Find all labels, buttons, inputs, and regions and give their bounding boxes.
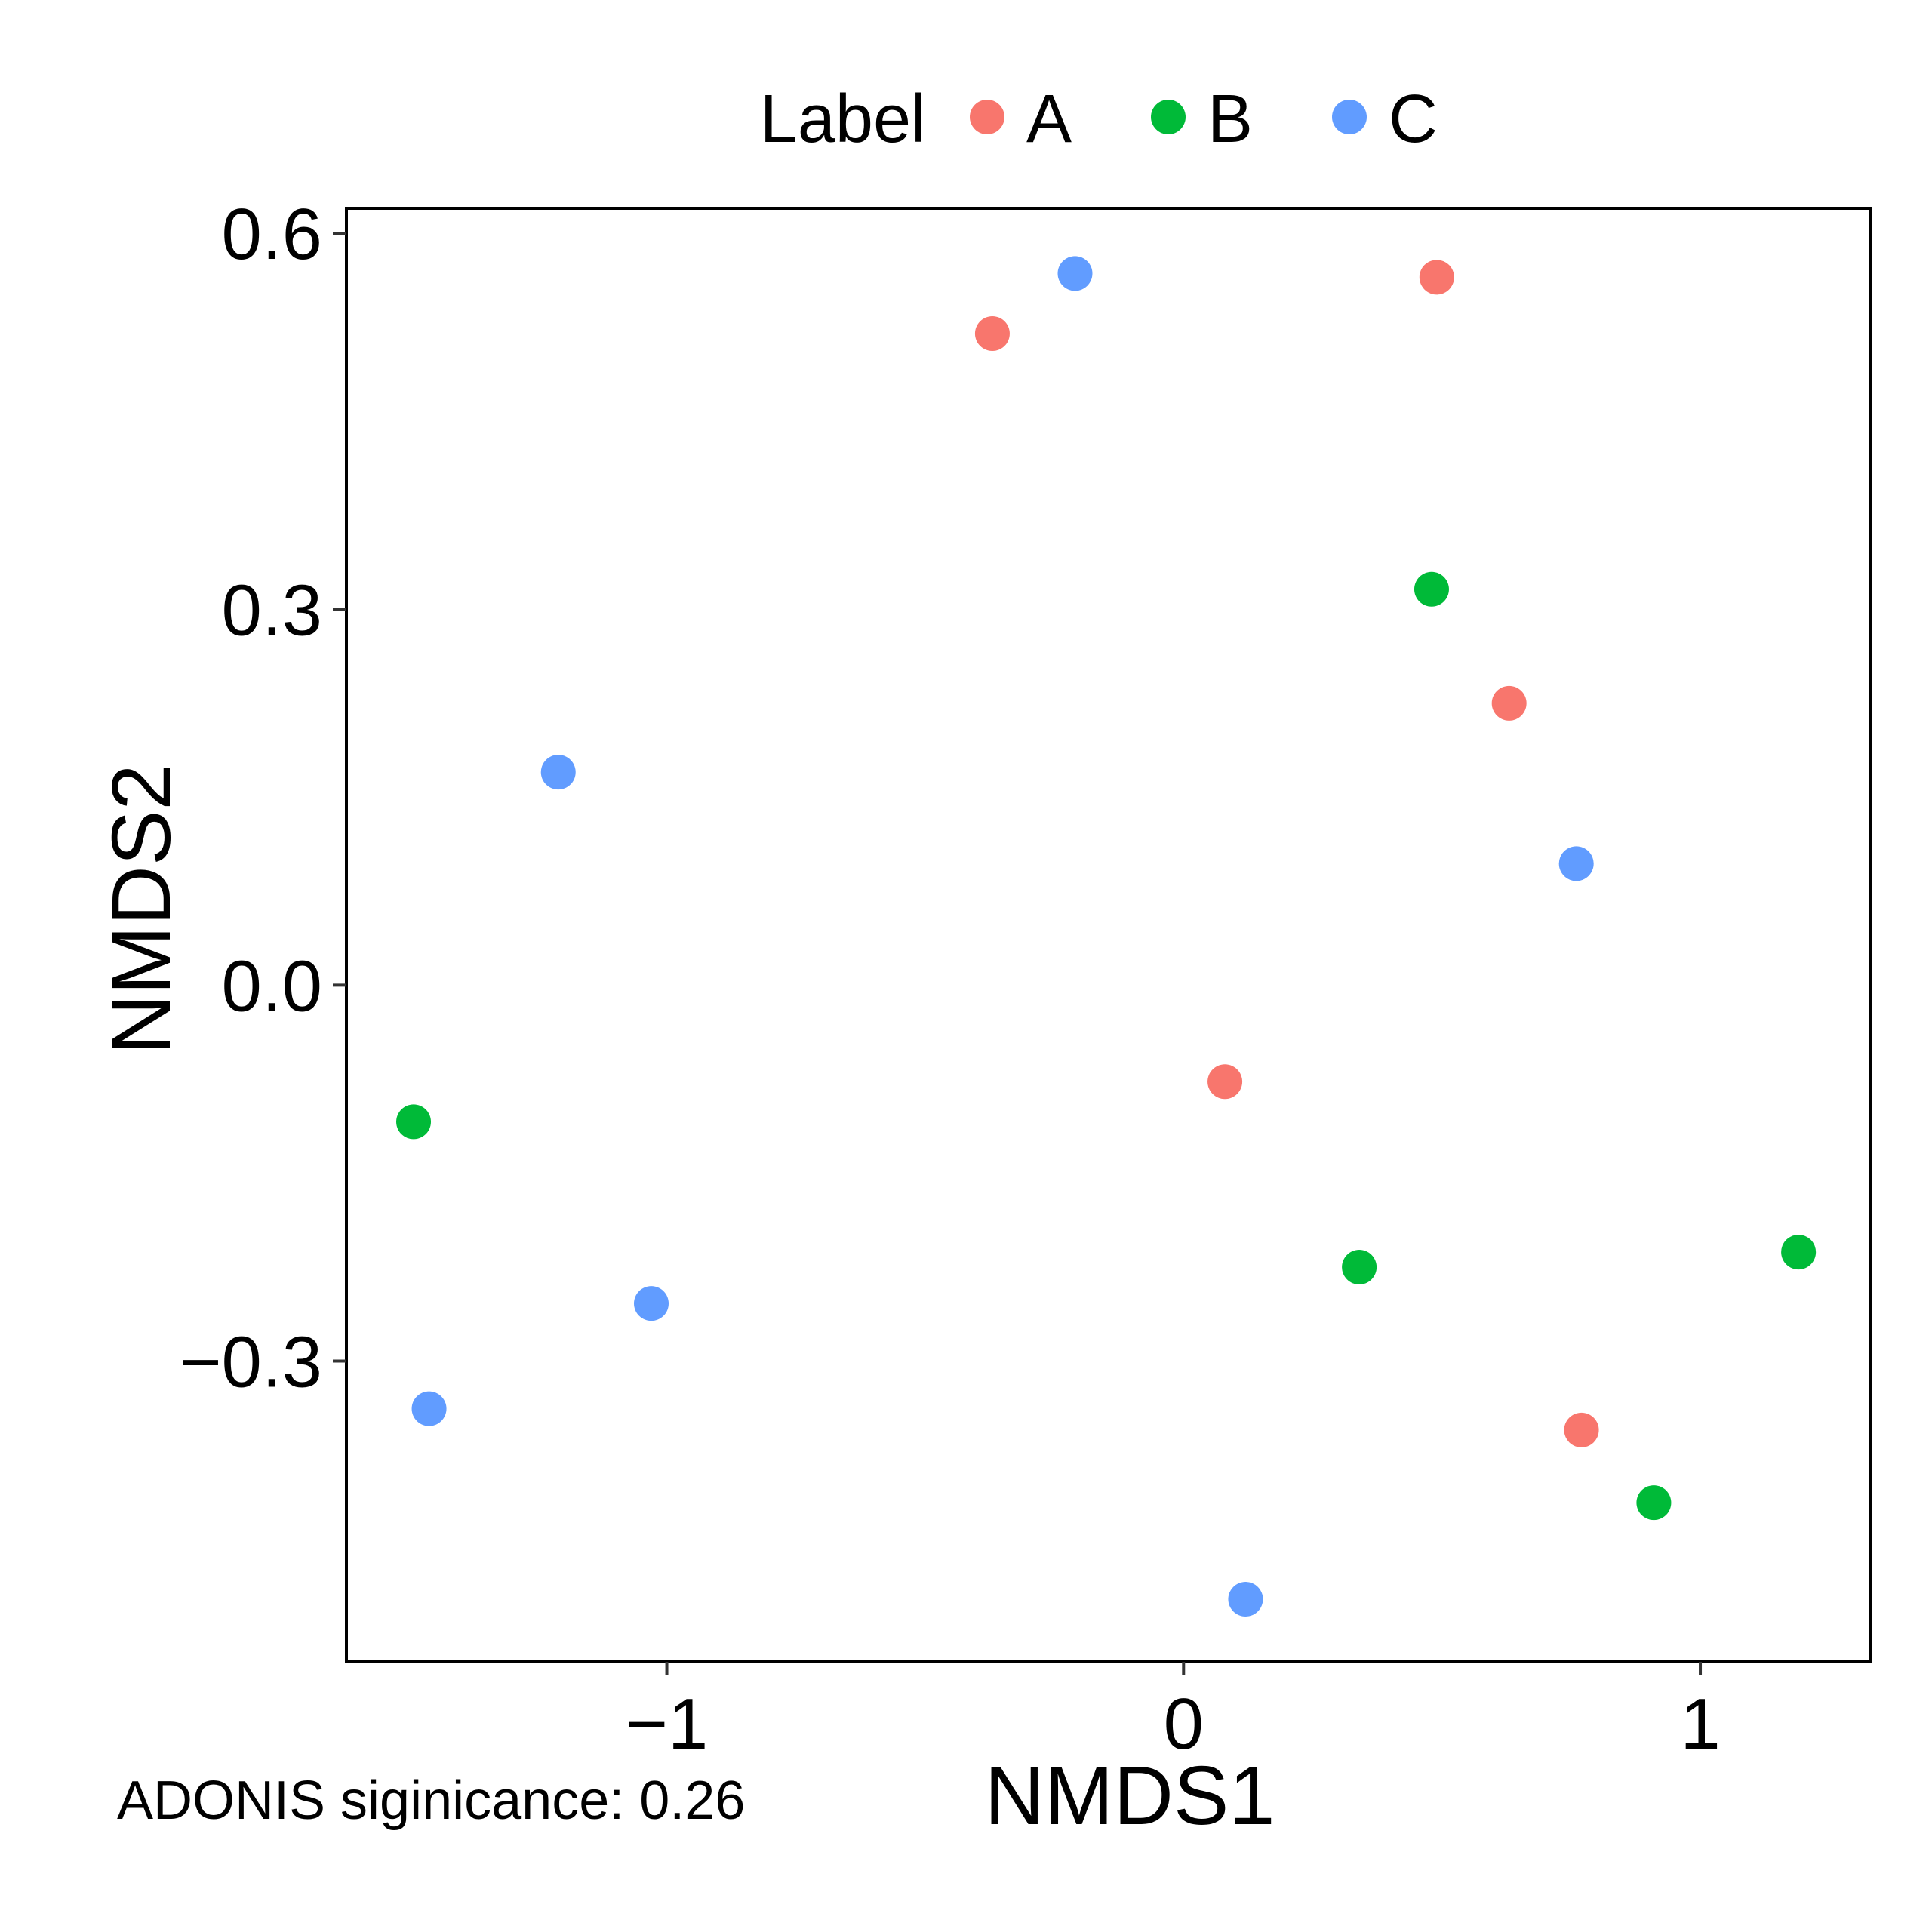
point-b [396,1104,432,1140]
point-b [1781,1235,1817,1270]
y-tick-label: 0.0 [222,946,322,1026]
y-axis: −0.3 0.0 0.3 0.6 [179,194,346,1403]
y-tick-label: −0.3 [179,1322,322,1403]
y-tick-label: 0.3 [222,570,322,651]
legend-label-a: A [1026,82,1072,157]
adonis-annotation: ADONIS siginicance: 0.26 [117,1770,745,1831]
data-points [396,256,1817,1617]
point-c [411,1391,447,1426]
legend-key-a [970,100,1004,134]
point-a [1419,260,1454,295]
point-b [1414,571,1449,607]
point-c [1228,1581,1263,1617]
legend-key-b [1151,100,1186,134]
point-a [1491,685,1527,721]
point-c [1057,256,1093,291]
point-c [540,755,576,790]
legend: Label A B C [760,82,1438,157]
point-b [1636,1485,1672,1521]
y-tick-label: 0.6 [222,194,322,275]
y-axis-title: NMDS2 [95,764,188,1054]
legend-title: Label [760,82,926,157]
point-a [1208,1064,1243,1100]
point-c [1558,846,1594,881]
point-a [1564,1412,1599,1447]
legend-label-b: B [1208,82,1253,157]
x-axis-title: NMDS1 [984,1749,1275,1842]
x-tick-label: 1 [1680,1684,1720,1764]
point-a [974,316,1010,352]
legend-key-c [1332,100,1367,134]
x-tick-label: −1 [626,1684,708,1764]
legend-label-c: C [1389,82,1438,157]
x-axis: −1 0 1 [626,1662,1721,1764]
point-b [1342,1249,1377,1284]
plot-panel [345,207,1872,1663]
x-tick-label: 0 [1164,1684,1204,1764]
point-c [634,1286,669,1321]
